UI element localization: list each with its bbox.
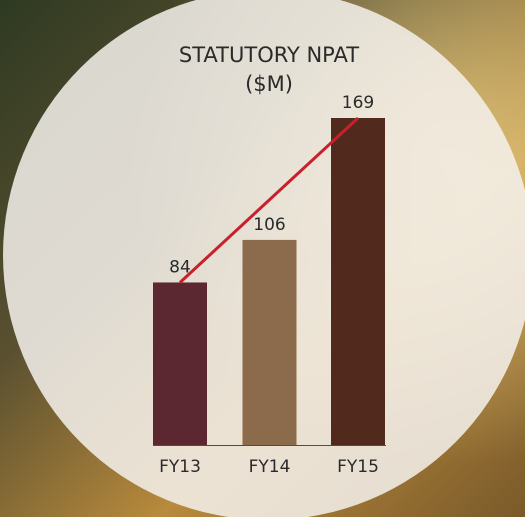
data-label: 84 (169, 257, 191, 277)
x-tick-label: FY15 (337, 457, 379, 477)
bar (331, 118, 385, 445)
data-label: 169 (342, 93, 374, 113)
trend-line (178, 116, 360, 284)
bar (242, 239, 297, 445)
bar (153, 282, 207, 445)
data-label: 106 (253, 215, 285, 235)
chart-subtitle: ($M) (245, 72, 293, 96)
x-tick-label: FY14 (249, 457, 291, 477)
x-tick-label: FY13 (159, 457, 201, 477)
chart-title: STATUTORY NPAT (179, 43, 359, 67)
